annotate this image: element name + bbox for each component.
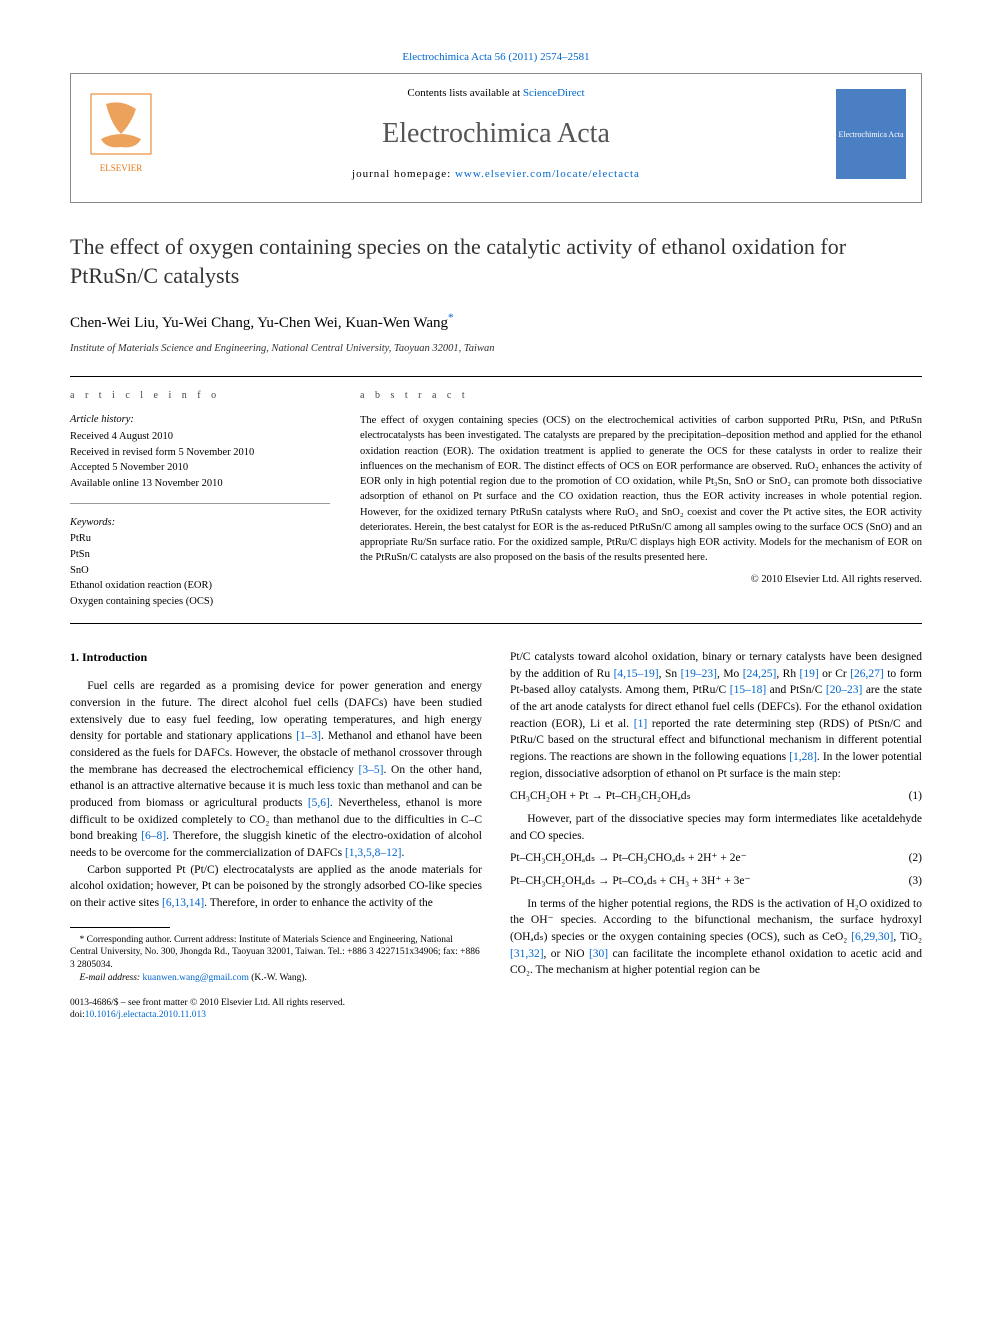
text-run: , Mo	[717, 668, 743, 680]
ref-link[interactable]: [1–3]	[296, 730, 321, 742]
article-title: The effect of oxygen containing species …	[70, 233, 922, 290]
keyword: PtSn	[70, 548, 330, 563]
section-heading: 1. Introduction	[70, 649, 482, 666]
journal-name: Electrochimica Acta	[181, 114, 811, 153]
equation-body: Pt–CH₃CH₂OHₐdₛ → Pt–COₐdₛ + CH₃ + 3H⁺ + …	[510, 873, 751, 890]
homepage-line: journal homepage: www.elsevier.com/locat…	[181, 167, 811, 182]
corresponding-marker[interactable]: *	[448, 312, 454, 324]
citation-link[interactable]: Electrochimica Acta 56 (2011) 2574–2581	[402, 51, 589, 63]
email-footnote: E-mail address: kuanwen.wang@gmail.com (…	[70, 972, 482, 985]
authors-line: Chen-Wei Liu, Yu-Wei Chang, Yu-Chen Wei,…	[70, 311, 922, 334]
abstract-column: a b s t r a c t The effect of oxygen con…	[360, 389, 922, 611]
doi-link[interactable]: 10.1016/j.electacta.2010.11.013	[85, 1010, 206, 1020]
equation-3: Pt–CH₃CH₂OHₐdₛ → Pt–COₐdₛ + CH₃ + 3H⁺ + …	[510, 873, 922, 890]
abstract-copyright: © 2010 Elsevier Ltd. All rights reserved…	[360, 573, 922, 588]
ref-link[interactable]: [31,32]	[510, 948, 544, 960]
homepage-prefix: journal homepage:	[352, 168, 455, 180]
ref-link[interactable]: [1,28]	[789, 751, 817, 763]
ref-link[interactable]: [30]	[589, 948, 608, 960]
paragraph: However, part of the dissociative specie…	[510, 811, 922, 844]
authors-names: Chen-Wei Liu, Yu-Wei Chang, Yu-Chen Wei,…	[70, 315, 448, 331]
equation-2: Pt–CH₃CH₂OHₐdₛ → Pt–CH₃CHOₐdₛ + 2H⁺ + 2e…	[510, 850, 922, 867]
keywords-section: Keywords: PtRu PtSn SnO Ethanol oxidatio…	[70, 516, 330, 610]
body-columns: 1. Introduction Fuel cells are regarded …	[70, 649, 922, 1022]
equation-1: CH₃CH₂OH + Pt → Pt–CH₃CH₂OHₐdₛ (1)	[510, 788, 922, 805]
homepage-link[interactable]: www.elsevier.com/locate/electacta	[455, 168, 640, 180]
keywords-label: Keywords:	[70, 516, 330, 531]
paragraph: Carbon supported Pt (Pt/C) electrocataly…	[70, 862, 482, 912]
ref-link[interactable]: [4,15–19]	[614, 668, 659, 680]
ref-link[interactable]: [26,27]	[850, 668, 884, 680]
ref-link[interactable]: [1,3,5,8–12]	[345, 847, 402, 859]
history-section: Article history: Received 4 August 2010 …	[70, 413, 330, 503]
info-abstract-row: a r t i c l e i n f o Article history: R…	[70, 376, 922, 624]
page-container: Electrochimica Acta 56 (2011) 2574–2581 …	[0, 0, 992, 1072]
keyword: SnO	[70, 564, 330, 579]
equation-body: CH₃CH₂OH + Pt → Pt–CH₃CH₂OHₐdₛ	[510, 788, 691, 805]
journal-header-box: ELSEVIER Electrochimica Acta Contents li…	[70, 73, 922, 203]
corresponding-footnote: * Corresponding author. Current address:…	[70, 934, 482, 972]
ref-link[interactable]: [24,25]	[743, 668, 777, 680]
doi-block: 0013-4686/$ – see front matter © 2010 El…	[70, 997, 482, 1022]
svg-text:ELSEVIER: ELSEVIER	[100, 163, 143, 173]
ref-link[interactable]: [6,13,14]	[162, 897, 204, 909]
doi-line: doi:10.1016/j.electacta.2010.11.013	[70, 1009, 482, 1021]
right-column: Pt/C catalysts toward alcohol oxidation,…	[510, 649, 922, 1022]
history-line: Available online 13 November 2010	[70, 477, 330, 492]
citation-header: Electrochimica Acta 56 (2011) 2574–2581	[70, 50, 922, 65]
text-run: , Sn	[659, 668, 681, 680]
ref-link[interactable]: [3–5]	[359, 764, 384, 776]
paragraph: In terms of the higher potential regions…	[510, 896, 922, 979]
keyword: PtRu	[70, 532, 330, 547]
history-label: Article history:	[70, 413, 330, 428]
text-run: . Therefore, in order to enhance the act…	[204, 897, 433, 909]
equation-number: (3)	[909, 873, 922, 890]
email-label: E-mail address:	[80, 973, 143, 983]
journal-cover-thumbnail: Electrochimica Acta	[836, 89, 906, 179]
text-run: , or NiO	[544, 948, 589, 960]
text-run: , Rh	[776, 668, 799, 680]
ref-link[interactable]: [6–8]	[141, 830, 166, 842]
ref-link[interactable]: [6,29,30]	[851, 931, 893, 943]
equation-number: (1)	[909, 788, 922, 805]
ref-link[interactable]: [20–23]	[826, 684, 862, 696]
equation-number: (2)	[909, 850, 922, 867]
contents-line: Contents lists available at ScienceDirec…	[181, 86, 811, 101]
email-link[interactable]: kuanwen.wang@gmail.com	[142, 973, 248, 983]
abstract-heading: a b s t r a c t	[360, 389, 922, 403]
publisher-logo: ELSEVIER	[86, 89, 156, 179]
keyword: Ethanol oxidation reaction (EOR)	[70, 579, 330, 594]
text-run: or Cr	[819, 668, 850, 680]
keyword: Oxygen containing species (OCS)	[70, 595, 330, 610]
text-run: and PtSn/C	[766, 684, 826, 696]
equation-body: Pt–CH₃CH₂OHₐdₛ → Pt–CH₃CHOₐdₛ + 2H⁺ + 2e…	[510, 850, 747, 867]
paragraph: Fuel cells are regarded as a promising d…	[70, 678, 482, 861]
article-info-column: a r t i c l e i n f o Article history: R…	[70, 389, 330, 611]
footnote-separator	[70, 927, 170, 928]
ref-link[interactable]: [15–18]	[730, 684, 766, 696]
left-column: 1. Introduction Fuel cells are regarded …	[70, 649, 482, 1022]
history-line: Received 4 August 2010	[70, 430, 330, 445]
paragraph: Pt/C catalysts toward alcohol oxidation,…	[510, 649, 922, 782]
text-run: , TiO₂	[893, 931, 922, 943]
email-suffix: (K.-W. Wang).	[249, 973, 307, 983]
history-line: Accepted 5 November 2010	[70, 461, 330, 476]
abstract-text: The effect of oxygen containing species …	[360, 413, 922, 565]
history-line: Received in revised form 5 November 2010	[70, 446, 330, 461]
cover-text: Electrochimica Acta	[838, 129, 903, 140]
ref-link[interactable]: [5,6]	[308, 797, 330, 809]
sciencedirect-link[interactable]: ScienceDirect	[523, 87, 585, 99]
article-info-heading: a r t i c l e i n f o	[70, 389, 330, 403]
ref-link[interactable]: [1]	[634, 718, 647, 730]
contents-prefix: Contents lists available at	[407, 87, 522, 99]
doi-prefix: doi:	[70, 1010, 85, 1020]
header-content: Contents lists available at ScienceDirec…	[181, 86, 811, 182]
ref-link[interactable]: [19]	[800, 668, 819, 680]
text-run: .	[402, 847, 405, 859]
front-matter-line: 0013-4686/$ – see front matter © 2010 El…	[70, 997, 482, 1009]
ref-link[interactable]: [19–23]	[681, 668, 717, 680]
affiliation: Institute of Materials Science and Engin…	[70, 342, 922, 357]
